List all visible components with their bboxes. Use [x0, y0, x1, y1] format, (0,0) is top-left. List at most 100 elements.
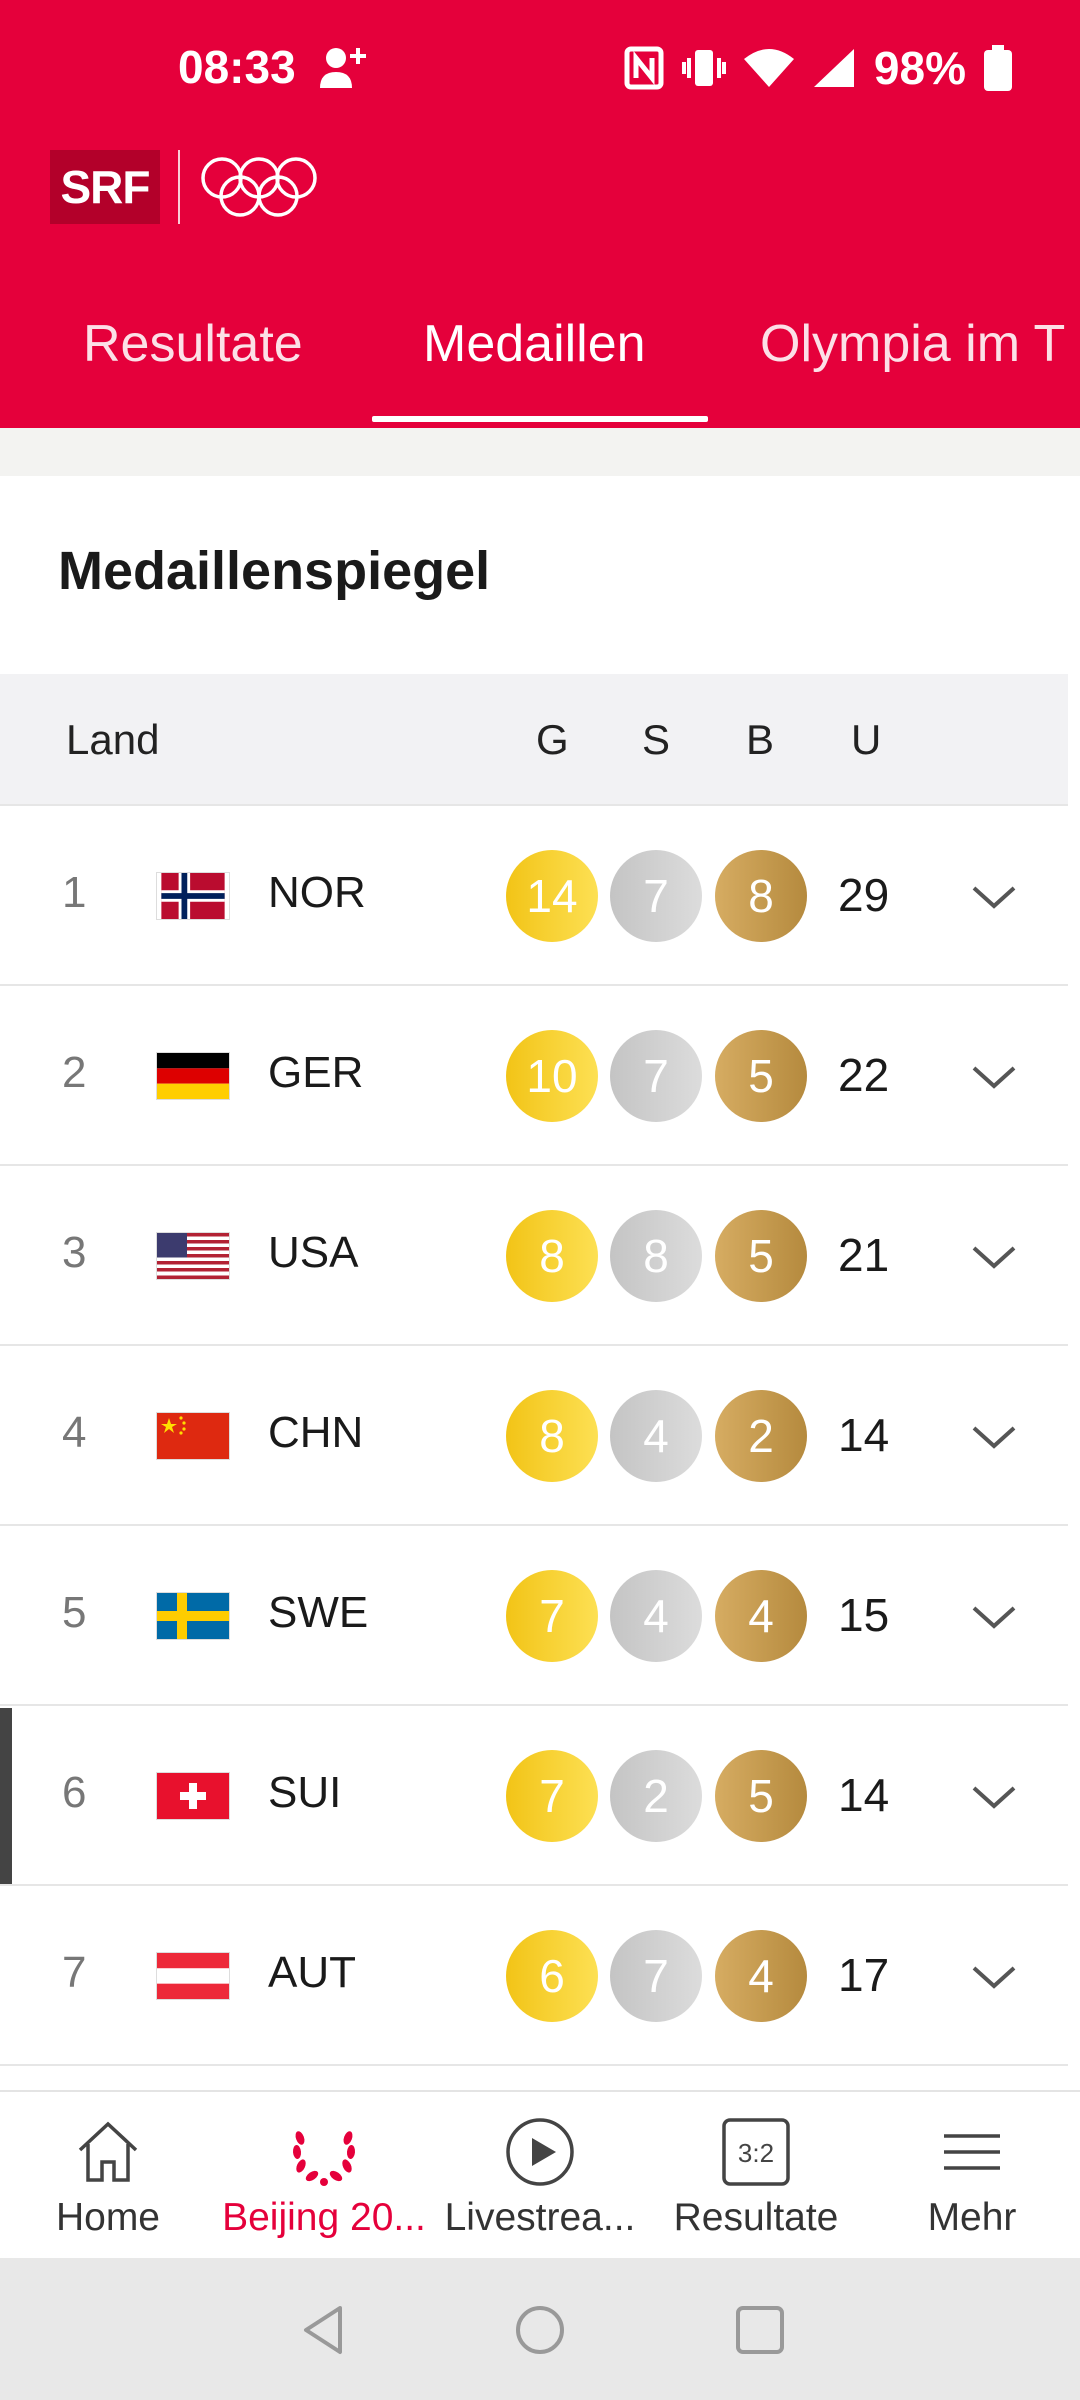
- gold-count: 7: [506, 1570, 598, 1662]
- svg-text:3:2: 3:2: [738, 2138, 774, 2168]
- table-row[interactable]: 2 GER 10 7 5 22: [0, 986, 1068, 1166]
- chevron-down-icon[interactable]: [968, 1954, 1020, 1998]
- country-code: SWE: [268, 1588, 369, 1637]
- section-tabs: Resultate Medaillen Olympia im T: [0, 300, 1080, 428]
- nav-label: Beijing 20...: [222, 2196, 426, 2239]
- tab-medaillen[interactable]: Medaillen: [423, 315, 646, 373]
- home-icon: [78, 2121, 138, 2182]
- bronze-count: 4: [715, 1930, 807, 2022]
- total-count: 14: [838, 1409, 890, 1461]
- bronze-count: 4: [715, 1570, 807, 1662]
- table-row[interactable]: 7 AUT 6 7 4 17: [0, 1886, 1068, 2066]
- gold-count: 10: [506, 1030, 598, 1122]
- silver-count: 8: [610, 1210, 702, 1302]
- nfc-icon: [624, 46, 664, 90]
- nav-label: Home: [55, 2196, 161, 2239]
- rank: 1: [62, 868, 87, 917]
- signal-icon: [813, 49, 854, 87]
- total-count: 17: [838, 1949, 890, 2001]
- chevron-down-icon[interactable]: [968, 1414, 1020, 1458]
- gold-count: 8: [506, 1210, 598, 1302]
- olympic-rings-icon: [201, 157, 317, 217]
- app-header: 08:33 98%: [0, 0, 1080, 428]
- total-count: 14: [838, 1769, 890, 1821]
- laurel-wreath-icon: [292, 2131, 356, 2186]
- rank: 3: [62, 1228, 87, 1277]
- bottom-navigation: Home Beijing 20... Livestrea...: [0, 2090, 1080, 2258]
- silver-count: 4: [610, 1390, 702, 1482]
- medal-table: 1 NOR 14 7 8 29 2 GER 10 7 5 22 3: [0, 806, 1068, 2066]
- scoreboard-icon: 3:2: [722, 2118, 790, 2186]
- play-circle-icon: [506, 2118, 574, 2186]
- bronze-count: 5: [715, 1210, 807, 1302]
- silver-count: 7: [610, 1930, 702, 2022]
- tab-olympia-im-tv[interactable]: Olympia im T: [760, 315, 1066, 373]
- bronze-count: 8: [715, 850, 807, 942]
- nav-resultate[interactable]: 3:2 Resultate: [648, 2092, 864, 2260]
- system-navigation-bar: [0, 2258, 1080, 2400]
- medal-table-header: Land G S B U: [0, 674, 1068, 806]
- switzerland-flag-icon: [157, 1773, 229, 1819]
- total-count: 29: [838, 869, 890, 921]
- chevron-down-icon[interactable]: [968, 874, 1020, 918]
- section-separator: [0, 428, 1080, 476]
- china-flag-icon: [157, 1413, 229, 1459]
- nav-livestream[interactable]: Livestrea...: [432, 2092, 648, 2260]
- menu-icon: [944, 2134, 1000, 2170]
- table-row[interactable]: 1 NOR 14 7 8 29: [0, 806, 1068, 986]
- rank: 6: [62, 1768, 87, 1817]
- column-header-silver: S: [642, 716, 671, 763]
- tab-resultate[interactable]: Resultate: [83, 315, 303, 373]
- chevron-down-icon[interactable]: [968, 1234, 1020, 1278]
- country-code: CHN: [268, 1408, 364, 1457]
- country-code: NOR: [268, 868, 366, 917]
- table-row-highlighted[interactable]: 6 SUI 7 2 5 14: [0, 1706, 1068, 1886]
- rank: 5: [62, 1588, 87, 1637]
- gold-count: 8: [506, 1390, 598, 1482]
- silver-count: 7: [610, 1030, 702, 1122]
- nav-home[interactable]: Home: [0, 2092, 216, 2260]
- total-count: 21: [838, 1229, 890, 1281]
- chevron-down-icon[interactable]: [968, 1774, 1020, 1818]
- bronze-count: 5: [715, 1750, 807, 1842]
- country-code: GER: [268, 1048, 364, 1097]
- gold-count: 7: [506, 1750, 598, 1842]
- column-header-land: Land: [66, 716, 160, 763]
- recents-icon[interactable]: [732, 2302, 788, 2358]
- column-header-bronze: B: [746, 716, 775, 763]
- column-header-total: U: [851, 716, 882, 763]
- person-add-icon: [320, 48, 366, 88]
- bronze-count: 5: [715, 1030, 807, 1122]
- germany-flag-icon: [157, 1053, 229, 1099]
- sweden-flag-icon: [157, 1593, 229, 1639]
- logo-divider: [178, 150, 180, 224]
- active-tab-indicator: [372, 416, 708, 422]
- rank: 7: [62, 1948, 87, 1997]
- brand-logo-row: SRF: [50, 150, 324, 224]
- column-header-gold: G: [536, 716, 569, 763]
- table-row[interactable]: 3 USA 8 8 5 21: [0, 1166, 1068, 1346]
- total-count: 22: [838, 1049, 890, 1101]
- nav-beijing[interactable]: Beijing 20...: [216, 2092, 432, 2260]
- status-bar: 08:33 98%: [0, 0, 1080, 135]
- table-row[interactable]: 4 CHN 8 4 2 14: [0, 1346, 1068, 1526]
- home-circle-icon[interactable]: [512, 2302, 568, 2358]
- country-code: SUI: [268, 1768, 342, 1817]
- total-count: 15: [838, 1589, 890, 1641]
- norway-flag-icon: [161, 873, 225, 919]
- austria-flag-icon: [157, 1953, 229, 1999]
- country-code: AUT: [268, 1948, 356, 1997]
- table-row[interactable]: 5 SWE 7 4 4 15: [0, 1526, 1068, 1706]
- back-icon[interactable]: [296, 2302, 352, 2358]
- nav-mehr[interactable]: Mehr: [864, 2092, 1080, 2260]
- gold-count: 14: [506, 850, 598, 942]
- chevron-down-icon[interactable]: [968, 1594, 1020, 1638]
- usa-flag-icon: [157, 1233, 229, 1279]
- silver-count: 2: [610, 1750, 702, 1842]
- nav-label: Resultate: [673, 2196, 839, 2239]
- battery-icon: [984, 45, 1012, 91]
- country-code: USA: [268, 1228, 359, 1277]
- wifi-icon: [743, 49, 794, 87]
- chevron-down-icon[interactable]: [968, 1054, 1020, 1098]
- nav-label: Livestrea...: [444, 2196, 636, 2239]
